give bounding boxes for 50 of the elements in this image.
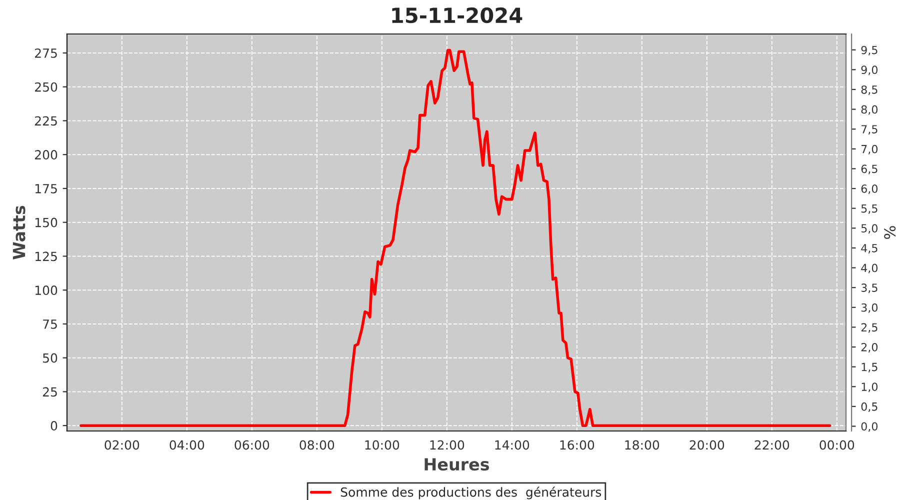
y-tick-label: 0 [50, 421, 58, 431]
legend-label: Somme des productions des générateurs [340, 486, 602, 500]
x-tick-label: 20:00 [690, 440, 724, 450]
y-tick-label: 175 [35, 184, 57, 194]
y-tick-label: 275 [35, 48, 57, 58]
y2-tick-label: 5,0 [861, 224, 878, 234]
y-tick-label: 200 [35, 150, 58, 160]
y2-tick-label: 7,5 [861, 125, 878, 135]
x-tick-label: 10:00 [365, 440, 400, 450]
y-tick-label: 75 [43, 320, 57, 329]
y2-tick-label: 3,0 [861, 303, 878, 313]
y2-tick-label: 2,5 [861, 323, 878, 333]
x-tick-label: 02:00 [104, 440, 140, 450]
x-tick-label: 18:00 [625, 440, 660, 450]
y2-tick-label: 1,0 [862, 382, 878, 392]
x-tick-label: 00:00 [820, 440, 854, 450]
x-tick-label: 12:00 [430, 440, 464, 450]
y2-tick-label: 8,0 [861, 105, 878, 115]
y2-tick-label: 3,5 [861, 284, 878, 294]
y-tick-label: 100 [35, 286, 58, 296]
y2-tick-label: 5,5 [861, 204, 878, 214]
y2-tick-label: 2,0 [861, 342, 878, 353]
x-tick-label: 08:00 [300, 440, 334, 450]
y2-tick-label: 1,5 [862, 362, 878, 372]
y2-tick-label: 0,0 [861, 422, 878, 432]
y2-tick-label: 4,0 [861, 264, 878, 274]
y-tick-label: 225 [35, 116, 57, 126]
x-tick-label: 14:00 [495, 440, 530, 450]
x-tick-label: 06:00 [234, 440, 270, 450]
line-series [80, 48, 832, 427]
y2-tick-label: 9,0 [861, 66, 878, 76]
y2-tick-label: 7,0 [861, 144, 878, 154]
y2-tick-label: 0,5 [861, 402, 878, 412]
x-tick-label: 16:00 [560, 440, 594, 450]
y-tick-label: 250 [35, 82, 58, 92]
chart-title: 15-11-2024 [392, 7, 522, 24]
y-axis-title: Watts [12, 206, 26, 260]
x-tick-label: 04:00 [170, 440, 204, 450]
y-tick-label: 150 [35, 218, 58, 228]
y2-tick-label: 6,0 [861, 184, 878, 194]
y2-tick-label: 8,5 [861, 85, 878, 95]
y2-tick-label: 4,5 [861, 244, 878, 254]
x-tick-label: 22:00 [754, 440, 790, 450]
y2-axis-title: % [884, 226, 896, 239]
y-tick-label: 50 [43, 353, 58, 363]
y-tick-label: 125 [35, 252, 57, 262]
y2-tick-label: 9,5 [861, 46, 878, 56]
y-tick-label: 25 [42, 387, 57, 397]
y2-tick-label: 6,5 [861, 164, 878, 174]
x-axis-title: Heures [424, 458, 489, 471]
